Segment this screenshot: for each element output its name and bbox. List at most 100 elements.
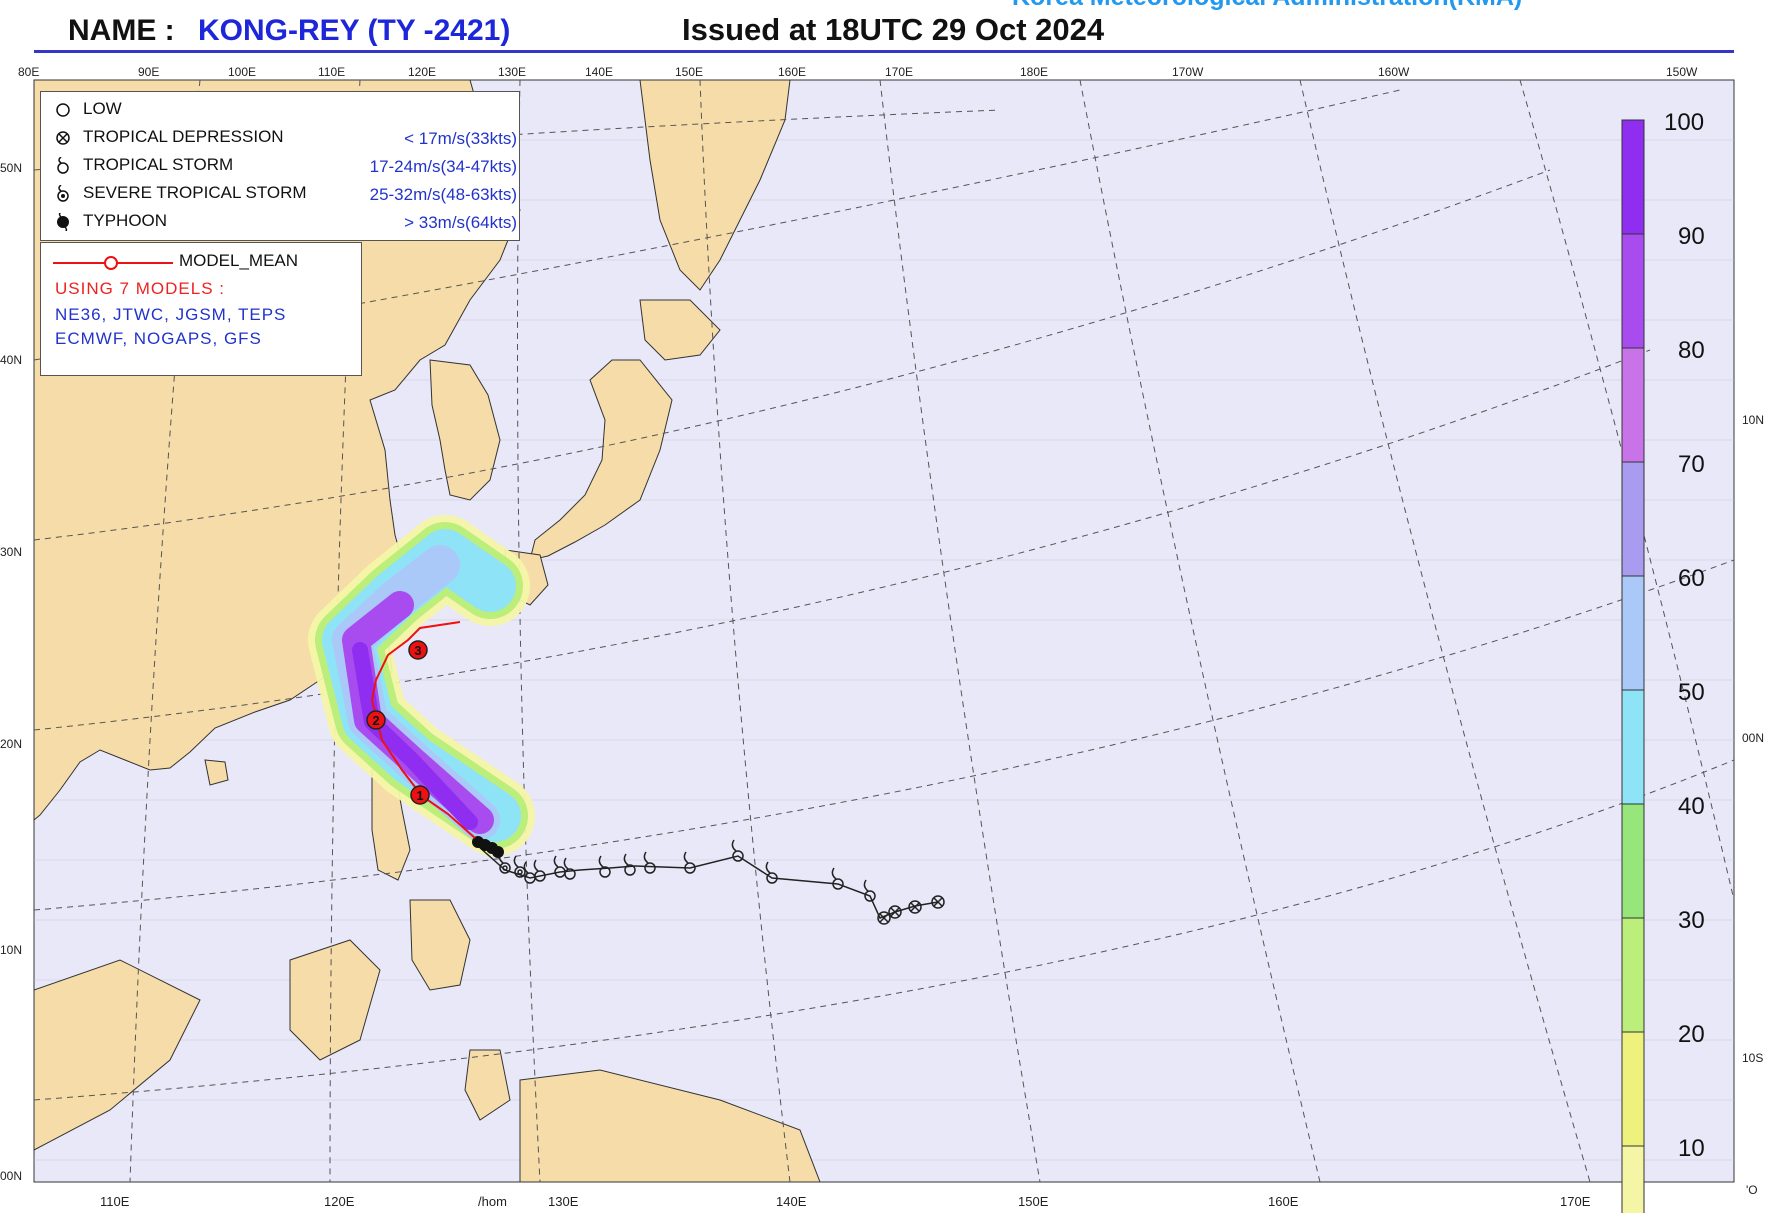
model-legend: MODEL_MEAN USING 7 MODELS : NE36, JTWC, … — [40, 242, 362, 376]
legend-row-tropical-depression: TROPICAL DEPRESSION < 17m/s(33kts) — [41, 124, 521, 152]
left-lat-label: 10N — [0, 943, 22, 957]
bottom-lon-axis: 110E 120E /hom 130E 140E 150E 160E 170E — [100, 1194, 1591, 1209]
colorbar-segment — [1621, 917, 1645, 1033]
colorbar-tick-label: 50 — [1678, 679, 1705, 706]
colorbar-segment — [1621, 233, 1645, 349]
sulawesi — [464, 1049, 511, 1121]
colorbar-tick-label: 70 — [1678, 451, 1705, 478]
issued-time: Issued at 18UTC 29 Oct 2024 — [682, 12, 1105, 47]
top-lon-label: 140E — [585, 65, 613, 79]
model-mean-marker-1: 1 — [410, 785, 430, 805]
model-mean-marker-label: 1 — [416, 788, 423, 803]
legend-row-low: LOW — [41, 96, 521, 124]
top-lon-label: 130E — [498, 65, 526, 79]
model-mean-line — [370, 621, 476, 839]
colorbar-tick-label: 40 — [1678, 793, 1705, 820]
right-lat-label: 'O — [1746, 1183, 1758, 1197]
tropical-depression-marker — [888, 905, 902, 919]
hainan — [204, 759, 229, 786]
right-lat-label: 10S — [1742, 1051, 1763, 1065]
top-lon-label: 110E — [318, 65, 345, 79]
tropical-storm-marker — [623, 853, 636, 876]
philippines-mindanao — [409, 899, 471, 991]
bottom-lon-label: 150E — [1018, 1194, 1049, 1209]
model-mean-track: 1 2 3 — [366, 621, 476, 839]
tropical-depression-marker — [931, 895, 945, 909]
bottom-lon-label: 170E — [1560, 1194, 1591, 1209]
legend-speed: < 17m/s(33kts) — [404, 129, 517, 148]
track-markers — [498, 839, 945, 925]
colorbar-segment — [1621, 1145, 1645, 1213]
top-lon-label: 160E — [778, 65, 806, 79]
fine-grid — [34, 139, 1734, 1161]
models-count: USING 7 MODELS : — [55, 279, 225, 298]
borneo — [289, 939, 381, 1061]
storm-name: KONG-REY (TY -2421) — [198, 14, 511, 47]
typhoon-icon — [57, 213, 69, 231]
left-lat-label: 50N — [0, 161, 22, 175]
model-mean-label: MODEL_MEAN — [179, 251, 299, 270]
right-lat-label: 10N — [1742, 413, 1764, 427]
japan-hokkaido — [639, 299, 721, 361]
colorbar-tick-label: 60 — [1678, 565, 1705, 592]
model-mean-marker-label: 3 — [414, 643, 421, 658]
tropical-storm-marker — [731, 839, 744, 862]
legend-label: SEVERE TROPICAL STORM — [83, 183, 307, 202]
typhoon-markers — [472, 836, 504, 858]
colorbar-tick-label: 10 — [1678, 1135, 1705, 1162]
legend-row-typhoon: TYPHOON > 33m/s(64kts) — [41, 208, 521, 236]
intensity-legend: LOW TROPICAL DEPRESSION < 17m/s(33kts) T… — [40, 91, 520, 241]
tropical-storm-marker — [523, 861, 536, 884]
name-label: NAME : — [68, 14, 175, 47]
top-lon-label: 90E — [138, 65, 159, 79]
legend-label: TYPHOON — [83, 211, 168, 230]
colorbar-segment — [1621, 1031, 1645, 1147]
colorbar-ticks: 100 90 80 70 60 50 40 30 20 10 — [1664, 109, 1705, 1162]
legend-row-severe-tropical-storm: SEVERE TROPICAL STORM 25-32m/s(48-63kts) — [41, 180, 521, 208]
left-lat-label: 40N — [0, 353, 22, 367]
top-lon-label: 150W — [1666, 65, 1698, 79]
tropical-depression-marker — [877, 911, 891, 925]
low-icon — [56, 103, 70, 117]
top-lon-label: 180E — [1020, 65, 1048, 79]
colorbar-tick-label: 20 — [1678, 1021, 1705, 1048]
colorbar-tick-label: 80 — [1678, 337, 1705, 364]
tropical-storm-marker — [863, 879, 876, 902]
tropical-storm-marker — [553, 855, 566, 878]
sumatra-malaya — [34, 959, 201, 1151]
kamchatka-sakhalin — [639, 80, 791, 291]
right-lat-axis: 10N 00N 10S 'O — [1742, 413, 1764, 1197]
tropical-storm-marker — [598, 855, 611, 878]
bottom-lon-label: /hom — [478, 1194, 507, 1209]
left-lat-axis: 50N 40N 30N 20N 10N 00N — [0, 161, 22, 1183]
bottom-lon-label: 160E — [1268, 1194, 1299, 1209]
colorbar-segment — [1621, 803, 1645, 919]
model-mean-marker-label: 2 — [372, 713, 379, 728]
tropical-storm-marker — [765, 861, 778, 884]
legend-label: TROPICAL STORM — [83, 155, 234, 174]
top-lon-label: 170E — [885, 65, 913, 79]
colorbar-tick-label: 90 — [1678, 223, 1705, 250]
colorbar-tick-label: 100 — [1664, 109, 1704, 136]
model-mean-marker-2: 2 — [366, 710, 386, 730]
top-lon-label: 150E — [675, 65, 703, 79]
model-mean-marker-3: 3 — [408, 640, 428, 660]
new-guinea — [519, 1069, 821, 1182]
top-lon-label: 100E — [228, 65, 256, 79]
severe-tropical-storm-icon — [57, 185, 69, 202]
left-lat-label: 30N — [0, 545, 22, 559]
legend-row-tropical-storm: TROPICAL STORM 17-24m/s(34-47kts) — [41, 152, 521, 180]
colorbar-tick-label: 30 — [1678, 907, 1705, 934]
severe-tropical-storm-marker — [513, 855, 526, 878]
legend-label: TROPICAL DEPRESSION — [83, 127, 284, 146]
legend-speed: 25-32m/s(48-63kts) — [369, 185, 517, 204]
bottom-lon-label: 140E — [776, 1194, 807, 1209]
bottom-lon-label: 130E — [548, 1194, 579, 1209]
top-lon-label: 80E — [18, 65, 39, 79]
header: Korea Meteorological Administration(KMA)… — [0, 0, 1773, 56]
probability-colorbar — [1621, 119, 1645, 1213]
top-lon-label: 120E — [408, 65, 436, 79]
tropical-depression-marker — [908, 900, 922, 914]
header-divider — [34, 50, 1734, 53]
